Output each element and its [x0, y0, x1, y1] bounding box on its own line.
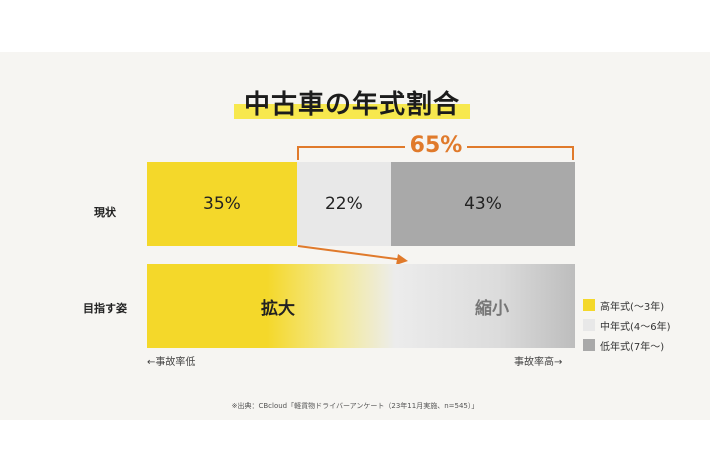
target-shrink-label: 縮小 — [475, 298, 509, 319]
source-note: ※出典：CBcloud「軽貨物ドライバーアンケート（23年11月実施、n=545… — [231, 402, 479, 410]
segment-mid-label: 22% — [324, 194, 363, 214]
chart-title: 中古車の年式割合 — [243, 90, 460, 120]
legend-item: 高年式(〜3年) — [583, 295, 671, 315]
segment-new: 35% — [147, 162, 297, 246]
segment-mid: 22% — [296, 162, 391, 246]
row-label-target: 目指す姿 — [83, 302, 127, 315]
legend-swatch — [583, 319, 595, 331]
legend-label: 中年式(4〜6年) — [600, 321, 671, 333]
legend-swatch — [583, 339, 595, 351]
legend-label: 高年式(〜3年) — [600, 301, 665, 313]
target-gradient-bar: 拡大 縮小 — [147, 264, 575, 348]
target-expand-label: 拡大 — [261, 298, 295, 319]
bracket-label: 65% — [405, 132, 467, 160]
axis-label-low: ←事故率低 — [147, 357, 196, 368]
segment-old-label: 43% — [464, 194, 502, 214]
segment-new-label: 35% — [203, 194, 241, 214]
shift-arrow — [297, 245, 408, 265]
chart-title-block: 中古車の年式割合 — [232, 88, 472, 124]
row-label-current: 現状 — [94, 206, 116, 219]
current-stacked-bar: 35% 22% 43% — [147, 162, 575, 246]
legend-swatch — [583, 299, 595, 311]
segment-old: 43% — [390, 162, 575, 246]
legend-item: 低年式(7年〜) — [583, 335, 671, 355]
legend-item: 中年式(4〜6年) — [583, 315, 671, 335]
title-highlight — [234, 104, 470, 119]
axis-label-high: 事故率高→ — [514, 357, 563, 368]
legend: 高年式(〜3年) 中年式(4〜6年) 低年式(7年〜) — [583, 295, 671, 355]
legend-label: 低年式(7年〜) — [600, 341, 665, 353]
